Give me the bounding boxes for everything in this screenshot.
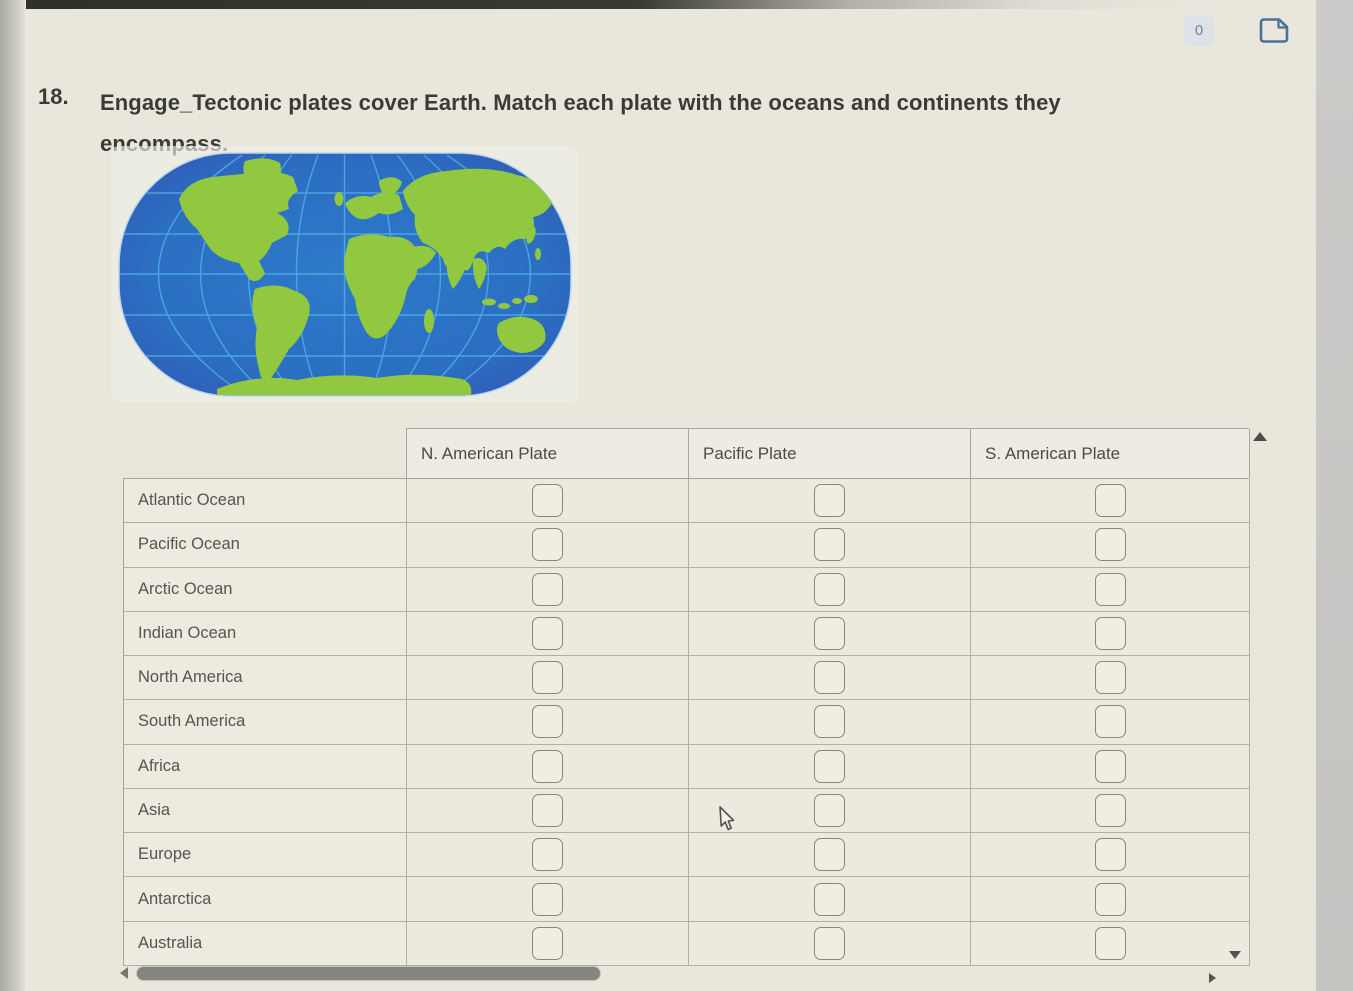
matrix-cell: [971, 523, 1250, 568]
horizontal-scrollbar-thumb[interactable]: [137, 967, 600, 980]
document-icon[interactable]: [1258, 16, 1292, 45]
checkbox[interactable]: [532, 705, 563, 739]
scroll-up-icon[interactable]: [1253, 432, 1267, 441]
checkbox[interactable]: [814, 616, 845, 650]
matrix-cell: [689, 479, 971, 524]
column-header-s-american-plate: S. American Plate: [971, 429, 1250, 478]
checkbox[interactable]: [814, 838, 845, 872]
screen-top-edge: [26, 0, 1353, 9]
scroll-right-icon[interactable]: [1209, 973, 1216, 983]
matrix-cell: [971, 877, 1250, 922]
counter-badge: 0: [1184, 15, 1214, 46]
matrix-cell: [689, 700, 971, 745]
row-label-africa: Africa: [124, 744, 407, 789]
matrix-cell: [971, 833, 1250, 878]
checkbox[interactable]: [814, 926, 845, 960]
row-label-atlantic-ocean: Atlantic Ocean: [124, 479, 407, 524]
checkbox[interactable]: [1094, 926, 1126, 960]
row-label-indian-ocean: Indian Ocean: [124, 611, 407, 657]
matrix-cell: [407, 877, 689, 922]
scroll-left-icon[interactable]: [120, 967, 128, 979]
checkbox[interactable]: [814, 705, 845, 739]
matrix-cell: [689, 877, 971, 922]
mouse-cursor-icon: [714, 805, 738, 840]
matrix-cell: [971, 921, 1250, 966]
matrix-cell: [971, 611, 1250, 657]
row-label-australia: Australia: [124, 921, 407, 966]
checkbox[interactable]: [1094, 661, 1126, 695]
checkbox[interactable]: [532, 882, 563, 916]
screen-right-panel: [1316, 0, 1353, 991]
row-label-europe: Europe: [124, 833, 407, 878]
matrix-header-row: N. American Plate Pacific Plate S. America…: [406, 428, 1250, 478]
column-header-n-american-plate: N. American Plate: [407, 429, 689, 478]
checkbox[interactable]: [1094, 882, 1126, 916]
checkbox[interactable]: [814, 528, 845, 562]
row-label-arctic-ocean: Arctic Ocean: [124, 567, 407, 612]
matrix-cell: [407, 921, 689, 966]
checkbox[interactable]: [814, 484, 845, 518]
checkbox[interactable]: [532, 616, 563, 650]
checkbox[interactable]: [1094, 793, 1126, 827]
matrix-cell: [689, 523, 971, 568]
matching-table: Atlantic Ocean Pacific Ocean Arctic Ocean I…: [123, 478, 1250, 966]
world-map-image: [117, 151, 573, 398]
matrix-cell: [971, 744, 1250, 789]
checkbox[interactable]: [1094, 616, 1126, 650]
matrix-cell: [407, 656, 689, 701]
checkbox[interactable]: [1094, 705, 1126, 739]
matrix-cell: [407, 744, 689, 789]
row-label-north-america: North America: [124, 656, 407, 701]
checkbox[interactable]: [532, 926, 563, 960]
checkbox[interactable]: [1094, 572, 1126, 606]
checkbox[interactable]: [814, 661, 845, 695]
matrix-cell: [407, 788, 689, 834]
matrix-cell: [689, 833, 971, 878]
matrix-cell: [971, 788, 1250, 834]
matrix-cell: [407, 523, 689, 568]
screen-left-edge: [0, 0, 25, 991]
row-label-antarctica: Antarctica: [124, 877, 407, 922]
question-number: 18.: [38, 84, 69, 109]
checkbox[interactable]: [532, 838, 563, 872]
matrix-cell: [407, 611, 689, 657]
matrix-cell: [689, 921, 971, 966]
checkbox[interactable]: [532, 749, 563, 783]
row-label-south-america: South America: [124, 700, 407, 745]
checkbox[interactable]: [532, 484, 563, 518]
matrix-cell: [971, 479, 1250, 524]
checkbox[interactable]: [814, 749, 845, 783]
checkbox[interactable]: [1094, 528, 1126, 562]
matrix-cell: [407, 833, 689, 878]
matrix-cell: [971, 656, 1250, 701]
checkbox[interactable]: [814, 572, 845, 606]
matrix-cell: [971, 567, 1250, 612]
checkbox[interactable]: [1094, 838, 1126, 872]
matrix-cell: [689, 744, 971, 789]
row-label-asia: Asia: [124, 788, 407, 834]
matrix-cell: [971, 700, 1250, 745]
checkbox[interactable]: [532, 793, 563, 827]
matrix-cell: [689, 611, 971, 657]
matrix-cell: [407, 700, 689, 745]
checkbox[interactable]: [814, 793, 845, 827]
question-text-line1: Engage_Tectonic plates cover Earth. Matc…: [100, 90, 1061, 115]
matrix-cell: [407, 479, 689, 524]
checkbox[interactable]: [814, 882, 845, 916]
matrix-cell: [689, 567, 971, 612]
map-continents: [179, 158, 554, 395]
checkbox[interactable]: [1094, 484, 1126, 518]
column-header-pacific-plate: Pacific Plate: [689, 429, 971, 478]
row-label-pacific-ocean: Pacific Ocean: [124, 523, 407, 568]
checkbox[interactable]: [532, 661, 563, 695]
checkbox[interactable]: [1094, 749, 1126, 783]
matrix-cell: [689, 656, 971, 701]
checkbox[interactable]: [532, 572, 563, 606]
checkbox[interactable]: [532, 528, 563, 562]
scroll-down-icon[interactable]: [1229, 951, 1241, 959]
question-text: Engage_Tectonic plates cover Earth. Matc…: [100, 82, 1280, 164]
matrix-cell: [407, 567, 689, 612]
matrix-cell: [689, 788, 971, 834]
